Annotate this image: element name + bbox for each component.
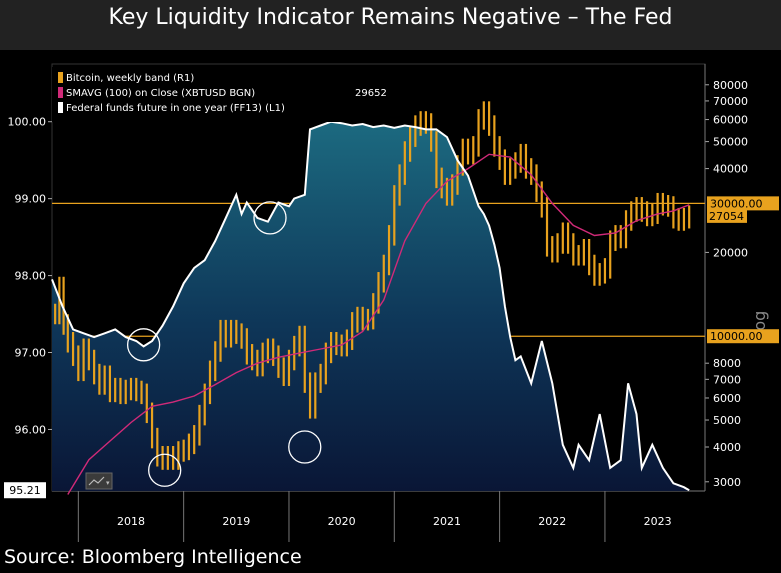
chart-type-button-bg[interactable] xyxy=(85,472,113,490)
right-last-value: 27054 xyxy=(709,210,744,223)
right-tick-label: 60000 xyxy=(713,114,748,127)
legend-label-sma: SMAVG (100) on Close (XBTUSD BGN) xyxy=(66,88,255,99)
legend-value-sma: 29652 xyxy=(355,88,387,99)
x-axis-band xyxy=(52,491,781,542)
legend-swatch-sma xyxy=(58,87,63,98)
legend-swatch-fedfunds xyxy=(58,102,63,113)
x-tick-label: 2019 xyxy=(222,515,250,528)
highlight-circle xyxy=(148,453,182,487)
x-tick-label: 2018 xyxy=(117,515,145,528)
chart-type-button[interactable]: ▾ xyxy=(85,472,113,490)
x-tick-label: 2020 xyxy=(328,515,356,528)
sma-line xyxy=(67,153,690,495)
right-tick-label: 70000 xyxy=(713,95,748,108)
reference-line-label: 10000.00 xyxy=(710,330,763,343)
legend-background xyxy=(52,67,392,122)
highlight-circle xyxy=(288,430,322,464)
left-last-value-badge xyxy=(4,482,46,499)
x-tick-label: 2023 xyxy=(644,515,672,528)
legend-label-bitcoin: Bitcoin, weekly band (R1) xyxy=(66,73,194,84)
line-chart-icon xyxy=(88,476,105,486)
chevron-down-icon: ▾ xyxy=(106,479,110,487)
right-tick-label: 40000 xyxy=(713,163,748,176)
legend-label-fedfunds: Federal funds future in one year (FF13) … xyxy=(66,103,285,114)
right-tick-label: 7000 xyxy=(713,373,741,386)
fedfunds-area xyxy=(52,121,690,491)
right-tick-label: 80000 xyxy=(713,79,748,92)
right-tick-label: 5000 xyxy=(713,414,741,427)
left-tick-label: 96.00 xyxy=(15,423,47,436)
highlight-circle xyxy=(253,201,287,235)
x-tick-label: 2021 xyxy=(433,515,461,528)
x-tick-label: 2022 xyxy=(538,515,566,528)
chart-svg: 2018 2019 2020 2021 2022 2023 96.00 97.00 98.00 9… xyxy=(4,63,781,542)
right-last-value-badge xyxy=(707,209,747,223)
source-note: Source: Bloomberg Intelligence xyxy=(0,542,781,573)
left-tick-label: 99.00 xyxy=(15,193,47,206)
chart-title: Key Liquidity Indicator Remains Negative… xyxy=(0,0,781,50)
highlight-circle xyxy=(126,328,161,362)
right-tick-label: 4000 xyxy=(713,441,741,454)
left-last-value: 95.21 xyxy=(9,484,41,497)
legend-swatch-bitcoin xyxy=(58,72,63,83)
right-tick-label: 50000 xyxy=(713,136,748,149)
right-tick-label: 8000 xyxy=(713,357,741,370)
left-tick-label: 98.00 xyxy=(15,270,47,283)
reference-line-label: 30000.00 xyxy=(710,197,763,210)
reference-line-badge xyxy=(707,329,779,344)
right-tick-label: 20000 xyxy=(713,246,748,259)
left-tick-label: 100.00 xyxy=(8,116,47,129)
reference-line-badge xyxy=(707,196,779,211)
right-tick-label: 3000 xyxy=(713,476,741,489)
left-tick-label: 97.00 xyxy=(15,347,47,360)
fedfunds-line xyxy=(51,120,690,492)
legend: Bitcoin, weekly band (R1) SMAVG (100) on… xyxy=(52,67,392,122)
chart-area: 2018 2019 2020 2021 2022 2023 96.00 97.00 98.00 9… xyxy=(0,50,781,542)
right-tick-label: 6000 xyxy=(713,392,741,405)
